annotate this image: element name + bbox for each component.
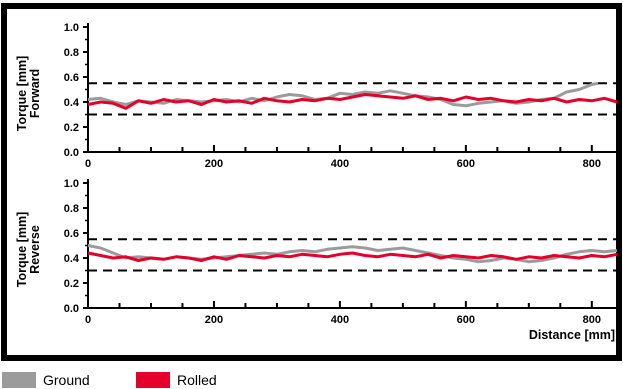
legend-ground-swatch	[2, 372, 36, 388]
y-axis-title: Torque [mm]Forward	[15, 56, 42, 131]
legend-rolled: Rolled	[136, 371, 217, 389]
y-tick-label: 0.4	[64, 97, 80, 109]
y-tick-label: 1.0	[64, 22, 79, 34]
x-tick-label: 200	[205, 314, 223, 326]
y-axis-title-line2: Forward	[28, 69, 42, 118]
y-tick-label: 0.2	[64, 122, 79, 134]
series-line-rolled	[87, 93, 618, 110]
x-tick-label: 0	[85, 158, 91, 170]
y-axis-title-line1: Torque [mm]	[15, 212, 29, 287]
series-line-rolled	[87, 251, 618, 262]
y-tick-label: 0.8	[64, 203, 79, 215]
y-axis-title-line2: Reverse	[28, 225, 42, 274]
y-axis-title-line1: Torque [mm]	[15, 56, 29, 131]
legend-ground: Ground	[2, 371, 90, 389]
y-tick-label: 0.2	[64, 278, 79, 290]
legend-rolled-swatch	[136, 372, 170, 388]
x-tick-label: 800	[583, 158, 601, 170]
y-tick-label: 0.0	[64, 147, 79, 159]
forward-torque-panel: 0.0 0.2 0.4 0.6 0.8 1.0 0 200 400 600 800 Torque [m…	[15, 22, 618, 170]
y-axis-title: Torque [mm]Reverse	[15, 212, 42, 287]
y-tick-label: 0.6	[64, 72, 79, 84]
reverse-torque-panel: 0.0 0.2 0.4 0.6 0.8 1.0 0 200 400 600 800 Torque [m…	[15, 178, 618, 342]
x-tick-label: 600	[457, 314, 475, 326]
legend-ground-label: Ground	[43, 372, 90, 388]
x-tick-label: 400	[331, 158, 349, 170]
x-tick-label: 200	[205, 158, 223, 170]
x-tick-label: 600	[457, 158, 475, 170]
y-tick-label: 0.6	[64, 228, 79, 240]
x-tick-label: 400	[331, 314, 349, 326]
x-tick-label: 800	[583, 314, 601, 326]
figure-border	[1, 3, 622, 361]
y-tick-label: 1.0	[64, 178, 79, 190]
y-tick-label: 0.8	[64, 47, 79, 59]
legend-rolled-label: Rolled	[177, 372, 217, 388]
y-tick-label: 0.4	[64, 253, 80, 265]
x-tick-label: 0	[85, 314, 91, 326]
y-tick-label: 0.0	[64, 303, 79, 315]
x-axis-title: Distance [mm]	[529, 328, 615, 342]
